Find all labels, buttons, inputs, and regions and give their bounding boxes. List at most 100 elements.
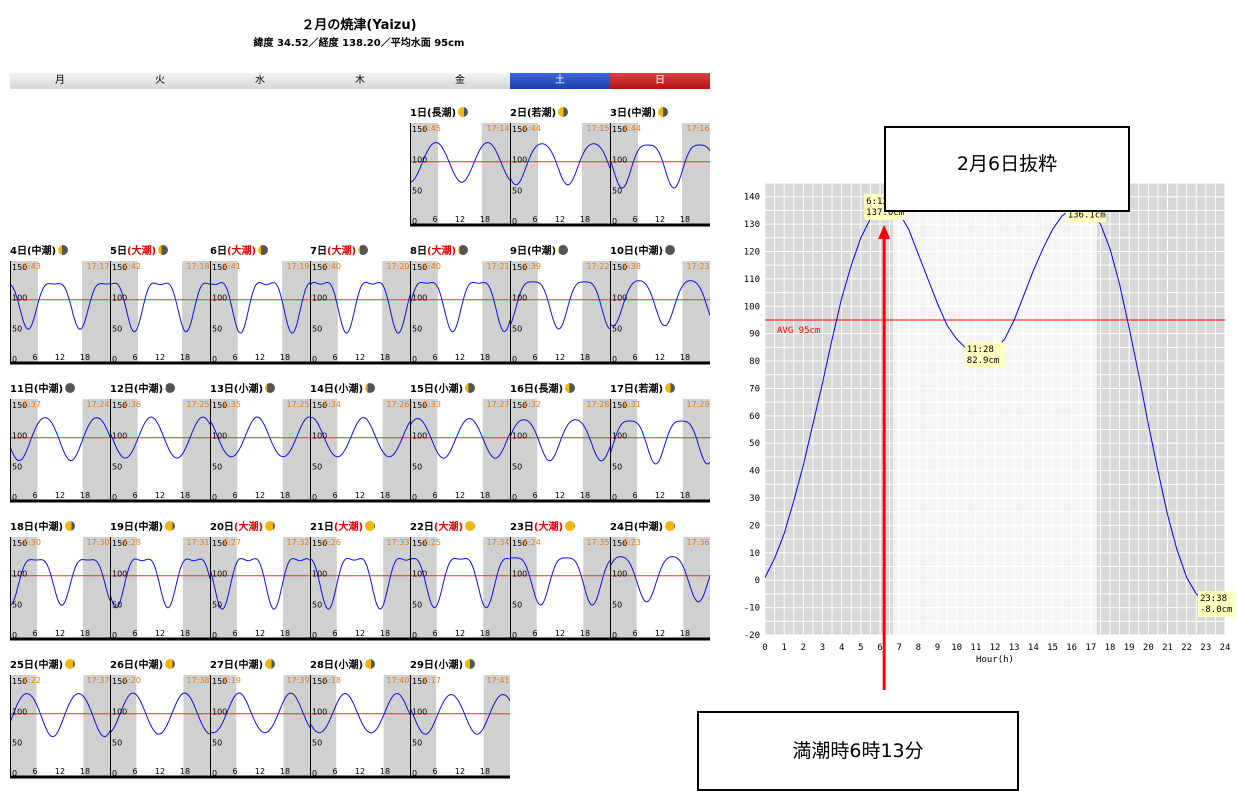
day-cell[interactable]: 4日(中潮) 150 100 50 0 6 12 18 6:43 17:17 — [10, 244, 110, 368]
day-cell[interactable]: 12日(中潮) 150 100 50 0 6 12 18 6:36 17:25 — [110, 382, 210, 506]
mini-y-tick: 150 — [112, 263, 127, 272]
mini-y-tick: 150 — [212, 539, 227, 548]
mini-y-tick: 100 — [612, 294, 627, 303]
day-header: 10日(中潮) — [610, 244, 710, 260]
peak-label-value: 136.1cm — [1068, 210, 1106, 220]
moon-phase-icon — [65, 521, 76, 531]
mini-x-tick: 18 — [80, 353, 90, 362]
mini-y-tick: 50 — [212, 324, 222, 333]
tide-name: (小潮) — [333, 660, 364, 671]
weekday-mon: 月 — [10, 73, 110, 89]
day-label: 27日 — [210, 660, 234, 671]
day-cell[interactable]: 21日(大潮) 150 100 50 0 6 12 18 6:26 17:33 — [310, 520, 410, 644]
mini-y-tick: 150 — [112, 677, 127, 686]
day-cell[interactable]: 28日(小潮) 150 100 50 0 6 12 18 6:18 17:40 — [310, 658, 410, 782]
tide-name: (小潮) — [433, 660, 464, 671]
mini-y-tick: 50 — [112, 738, 122, 747]
day-cell[interactable]: 25日(中潮) 150 100 50 0 6 12 18 6:22 17:37 — [10, 658, 110, 782]
day-cell[interactable]: 10日(中潮) 150 100 50 0 6 12 18 6:38 17:23 — [610, 244, 710, 368]
x-tick-label: 11 — [970, 643, 981, 653]
sunset-time: 17:16 — [686, 124, 709, 133]
moon-phase-icon — [65, 383, 76, 393]
day-label: 28日 — [310, 660, 334, 671]
sunset-time: 17:36 — [686, 538, 709, 547]
day-label: 2日 — [510, 108, 527, 119]
mini-y-tick: 100 — [112, 570, 127, 579]
day-cell[interactable]: 14日(小潮) 150 100 50 0 6 12 18 6:34 17:26 — [310, 382, 410, 506]
day-cell[interactable]: 27日(中潮) 150 100 50 0 6 12 18 6:19 17:39 — [210, 658, 310, 782]
mini-x-tick: 6 — [432, 215, 437, 224]
day-tide-chart: 150 100 50 0 6 12 18 6:22 17:37 — [10, 675, 110, 779]
day-cell[interactable]: 13日(小潮) 150 100 50 0 6 12 18 6:35 17:25 — [210, 382, 310, 506]
day-cell[interactable]: 24日(中潮) 150 100 50 0 6 12 18 6:23 17:36 — [610, 520, 710, 644]
mini-y-tick: 150 — [612, 401, 627, 410]
day-header: 19日(中潮) — [110, 520, 210, 536]
mini-x-tick: 6 — [232, 491, 237, 500]
tide-name: (中潮) — [133, 522, 164, 533]
day-cell[interactable]: 18日(中潮) 150 100 50 0 6 12 18 6:30 17:30 — [10, 520, 110, 644]
tide-curve — [310, 692, 410, 734]
day-cell[interactable]: 6日(大潮) 150 100 50 0 6 12 18 6:41 17:19 — [210, 244, 310, 368]
mini-y-tick: 150 — [312, 539, 327, 548]
night-shade-evening — [382, 261, 410, 363]
night-shade-morning — [10, 537, 38, 639]
mini-y-tick: 100 — [112, 294, 127, 303]
mini-x-tick: 6 — [532, 215, 537, 224]
day-label: 20日 — [210, 522, 234, 533]
day-header: 29日(小潮) — [410, 658, 510, 674]
mini-y-tick: 150 — [112, 539, 127, 548]
mini-x-tick: 18 — [580, 353, 590, 362]
x-tick-label: 1 — [781, 643, 786, 653]
x-tick-label: 18 — [1105, 643, 1116, 653]
day-tide-chart: 150 100 50 0 6 12 18 6:23 17:36 — [610, 537, 710, 641]
day-label: 16日 — [510, 384, 534, 395]
day-cell[interactable]: 26日(中潮) 150 100 50 0 6 12 18 6:20 17:38 — [110, 658, 210, 782]
mini-y-tick: 0 — [512, 631, 517, 640]
pointer-arrow-head — [878, 224, 891, 239]
night-shade-morning — [110, 675, 137, 777]
day-cell[interactable]: 22日(大潮) 150 100 50 0 6 12 18 6:25 17:34 — [410, 520, 510, 644]
mini-y-tick: 150 — [512, 539, 527, 548]
day-cell[interactable]: 11日(中潮) 150 100 50 0 6 12 18 6:37 17:24 — [10, 382, 110, 506]
mini-y-tick: 0 — [12, 355, 17, 364]
day-header: 21日(大潮) — [310, 520, 410, 536]
mini-y-tick: 50 — [212, 462, 222, 471]
x-tick-label: 19 — [1124, 643, 1135, 653]
day-cell[interactable]: 29日(小潮) 150 100 50 0 6 12 18 6:17 17:41 — [410, 658, 510, 782]
mini-y-tick: 150 — [412, 539, 427, 548]
sunset-time: 17:32 — [286, 538, 309, 547]
tide-name: (中潮) — [133, 660, 164, 671]
sunset-time: 17:24 — [86, 400, 109, 409]
tide-name: (中潮) — [33, 384, 64, 395]
day-tide-chart: 150 100 50 0 6 12 18 6:44 17:15 — [510, 123, 610, 227]
tide-curve — [10, 693, 110, 738]
day-cell[interactable]: 20日(大潮) 150 100 50 0 6 12 18 6:27 17:32 — [210, 520, 310, 644]
day-cell[interactable]: 8日(大潮) 150 100 50 0 6 12 18 6:40 17:21 — [410, 244, 510, 368]
mini-y-tick: 50 — [612, 462, 622, 471]
day-cell[interactable]: 19日(中潮) 150 100 50 0 6 12 18 6:28 17:31 — [110, 520, 210, 644]
day-header: 20日(大潮) — [210, 520, 310, 536]
y-tick-label: 60 — [749, 412, 760, 422]
day-cell[interactable]: 2日(若潮) 150 100 50 0 6 12 18 6:44 17:15 — [510, 106, 610, 230]
night-shade-evening — [383, 675, 410, 777]
day-cell[interactable]: 23日(大潮) 150 100 50 0 6 12 18 6:24 17:35 — [510, 520, 610, 644]
day-cell[interactable]: 1日(長潮) 150 100 50 0 6 12 18 6:45 17:14 — [410, 106, 510, 230]
day-cell[interactable]: 9日(中潮) 150 100 50 0 6 12 18 6:39 17:22 — [510, 244, 610, 368]
moon-phase-icon — [265, 383, 276, 393]
day-label: 5日 — [110, 246, 127, 257]
day-tide-chart: 150 100 50 0 6 12 18 6:45 17:14 — [410, 123, 510, 227]
day-cell[interactable]: 3日(中潮) 150 100 50 0 6 12 18 6:44 17:16 — [610, 106, 710, 230]
day-cell[interactable]: 15日(小潮) 150 100 50 0 6 12 18 6:33 17:27 — [410, 382, 510, 506]
tide-curve — [210, 281, 310, 334]
day-cell[interactable]: 16日(長潮) 150 100 50 0 6 12 18 6:32 17:28 — [510, 382, 610, 506]
mini-x-tick: 12 — [355, 629, 365, 638]
day-cell[interactable]: 7日(大潮) 150 100 50 0 6 12 18 6:40 17:20 — [310, 244, 410, 368]
day-header: 22日(大潮) — [410, 520, 510, 536]
peak-label-value: 82.9cm — [967, 356, 1000, 366]
night-shade-evening — [283, 675, 310, 777]
day-cell[interactable]: 17日(若潮) 150 100 50 0 6 12 18 6:31 17:29 — [610, 382, 710, 506]
mini-x-tick: 12 — [655, 491, 665, 500]
day-cell[interactable]: 5日(大潮) 150 100 50 0 6 12 18 6:42 17:18 — [110, 244, 210, 368]
night-shade-morning — [510, 261, 538, 363]
mini-y-tick: 0 — [312, 769, 317, 778]
